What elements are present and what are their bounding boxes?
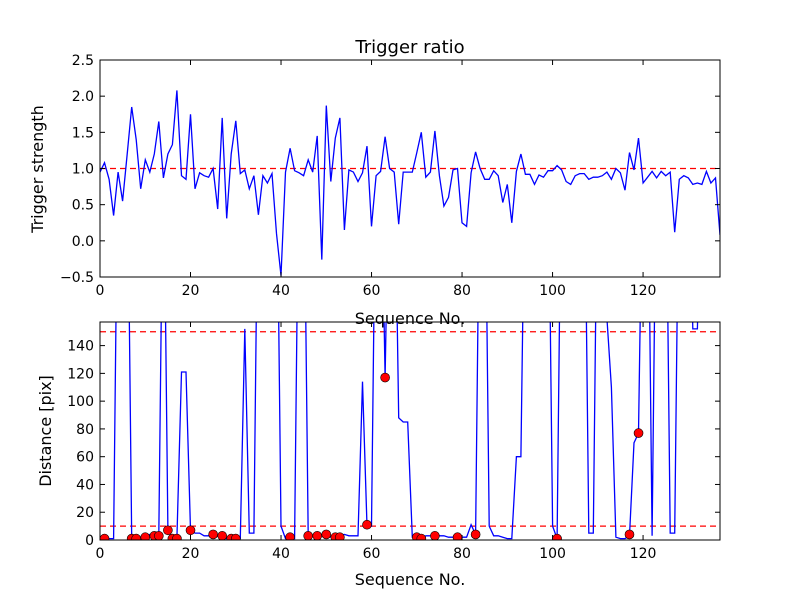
top-y-tick-label: −0.5 bbox=[60, 270, 94, 286]
bottom-marker bbox=[624, 529, 635, 540]
bottom-marker bbox=[285, 532, 295, 540]
bottom-marker bbox=[154, 531, 164, 540]
bottom-marker bbox=[321, 529, 332, 540]
top-y-axis-label: Trigger strength bbox=[28, 105, 47, 234]
top-x-tick-label: 20 bbox=[182, 283, 200, 299]
bottom-y-tick-label: 0 bbox=[85, 533, 94, 549]
bottom-marker bbox=[163, 525, 173, 536]
bottom-marker bbox=[362, 519, 372, 530]
top-x-tick-label: 120 bbox=[630, 283, 657, 299]
bottom-marker bbox=[633, 428, 644, 438]
top-x-tick-label: 40 bbox=[272, 283, 290, 299]
bottom-y-tick-label: 100 bbox=[67, 394, 94, 410]
bottom-marker bbox=[100, 533, 110, 540]
top-y-tick-label: 2.5 bbox=[72, 53, 94, 69]
bottom-y-tick-label: 80 bbox=[76, 422, 94, 438]
bottom-marker bbox=[552, 533, 562, 540]
bottom-x-tick-label: 40 bbox=[272, 546, 290, 562]
bottom-x-axis-label: Sequence No. bbox=[355, 570, 466, 589]
bottom-y-tick-label: 20 bbox=[76, 505, 94, 521]
top-plot-area bbox=[100, 90, 720, 276]
bottom-marker bbox=[430, 531, 440, 540]
bottom-x-tick-label: 20 bbox=[182, 546, 200, 562]
bottom-y-axis-label: Distance [pix] bbox=[36, 375, 55, 487]
top-y-tick-label: 0.5 bbox=[72, 198, 94, 214]
bottom-marker bbox=[470, 529, 481, 540]
bottom-plot: 0 20 40 60 80 100 120 0 20 40 60 80 100 120 140 bbox=[67, 321, 721, 562]
bottom-x-tick-label: 80 bbox=[453, 546, 471, 562]
bottom-plot-area bbox=[100, 322, 720, 540]
bottom-marker bbox=[335, 532, 345, 540]
bottom-marker bbox=[416, 533, 427, 540]
bottom-marker bbox=[217, 531, 227, 540]
top-x-tick-label: 100 bbox=[539, 283, 566, 299]
top-y-tick-label: 2.0 bbox=[72, 89, 94, 105]
bottom-axes-frame bbox=[99, 321, 721, 541]
bottom-marker bbox=[380, 372, 390, 383]
top-y-tick-label: 1.5 bbox=[72, 125, 94, 141]
bottom-y-tick-label: 40 bbox=[76, 477, 94, 493]
bottom-x-tick-label: 120 bbox=[630, 546, 657, 562]
bottom-x-tick-label: 100 bbox=[539, 546, 566, 562]
bottom-y-tick-label: 120 bbox=[67, 366, 94, 382]
chart-title: Trigger ratio bbox=[354, 37, 464, 58]
top-plot: 0 20 40 60 80 100 120 −0.5 0.0 0.5 1.0 1.5 2.0 2.5 bbox=[60, 53, 721, 299]
bottom-y-tick-label: 60 bbox=[76, 450, 94, 466]
bottom-marker bbox=[131, 533, 142, 540]
top-x-axis-label: Sequence No. bbox=[355, 309, 466, 328]
bottom-marker bbox=[303, 531, 313, 540]
bottom-x-tick-label: 0 bbox=[96, 546, 105, 562]
bottom-marker bbox=[185, 525, 196, 536]
bottom-marker bbox=[312, 531, 323, 540]
top-x-tick-label: 60 bbox=[363, 283, 381, 299]
top-series-line bbox=[100, 90, 720, 276]
top-y-tick-label: 0.0 bbox=[72, 234, 94, 250]
bottom-marker bbox=[172, 533, 182, 540]
bottom-series-line bbox=[100, 322, 699, 540]
bottom-marker bbox=[230, 533, 241, 540]
bottom-x-tick-label: 60 bbox=[363, 546, 381, 562]
top-x-tick-label: 80 bbox=[453, 283, 471, 299]
bottom-y-tick-label: 140 bbox=[67, 339, 94, 355]
top-y-tick-label: 1.0 bbox=[72, 162, 94, 178]
bottom-marker bbox=[208, 529, 218, 540]
top-x-tick-label: 0 bbox=[96, 283, 105, 299]
